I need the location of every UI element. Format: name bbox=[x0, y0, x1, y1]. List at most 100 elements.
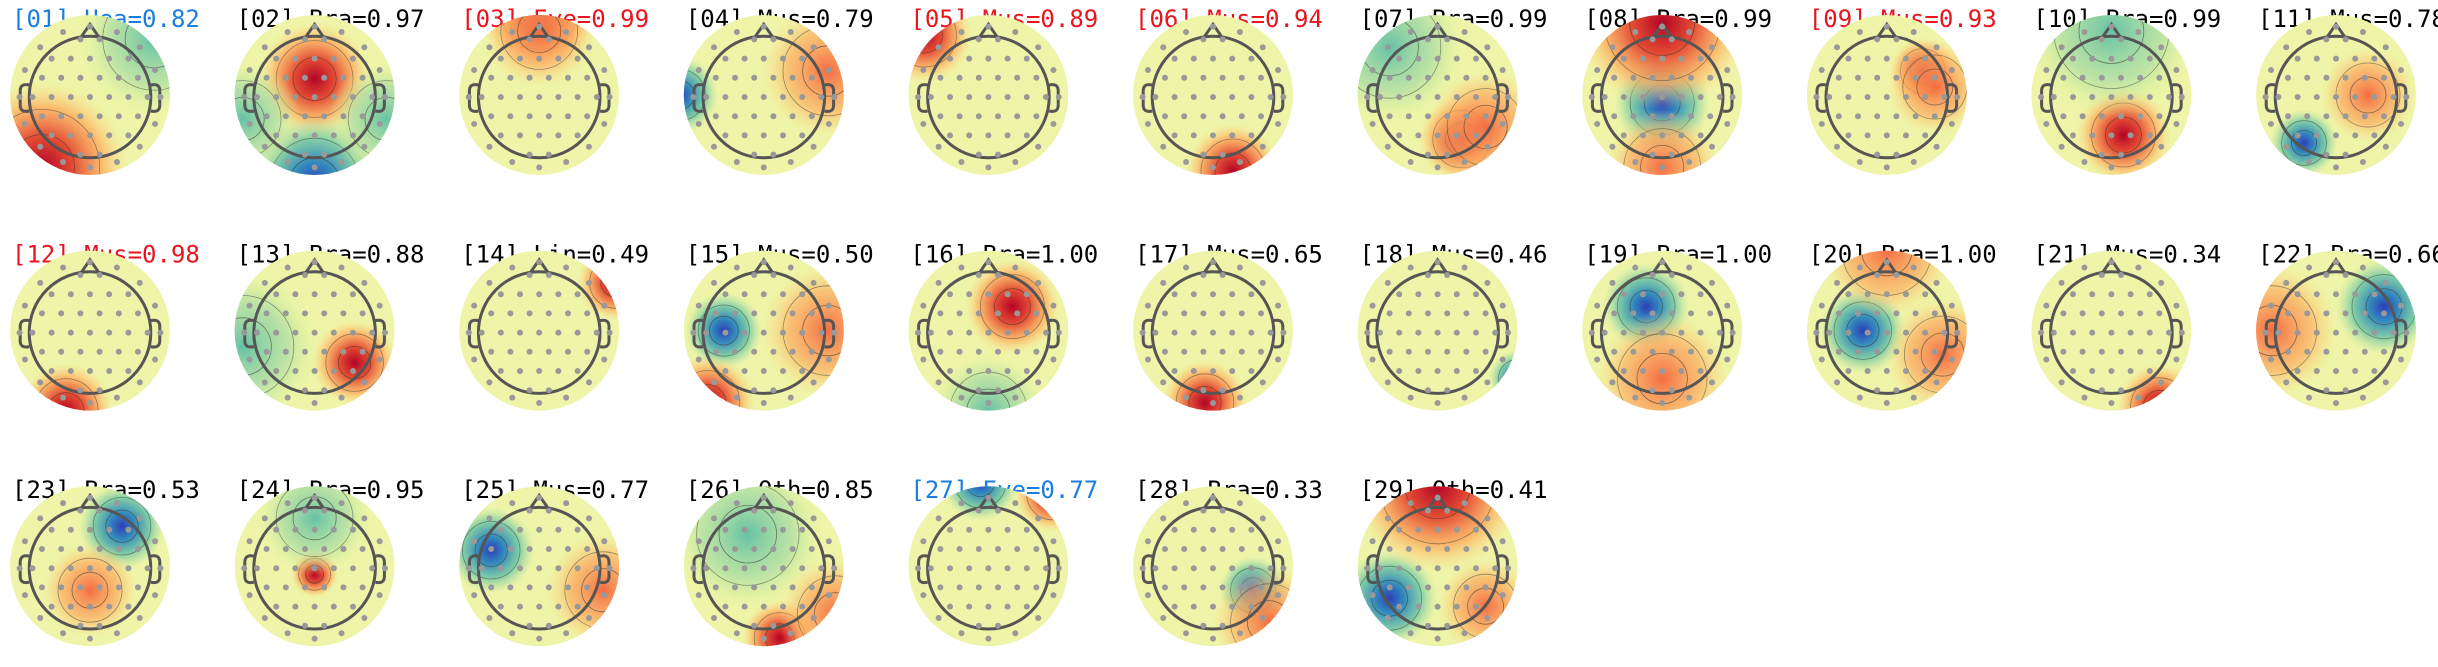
electrode bbox=[1948, 67, 1955, 74]
electrode bbox=[1910, 159, 1917, 166]
electrode bbox=[920, 538, 927, 545]
electrode bbox=[136, 515, 143, 522]
electrode bbox=[67, 368, 74, 374]
map-blob bbox=[683, 56, 719, 134]
electrode bbox=[780, 132, 786, 139]
electrode bbox=[330, 329, 337, 336]
head-outline bbox=[1150, 34, 1276, 160]
electrode bbox=[1910, 264, 1917, 271]
electrode bbox=[509, 159, 516, 166]
electrode bbox=[1668, 151, 1675, 158]
electrode bbox=[2352, 55, 2359, 62]
electrode bbox=[2158, 44, 2165, 51]
electrode bbox=[585, 143, 592, 150]
electrode bbox=[321, 546, 328, 552]
electrode bbox=[106, 94, 113, 100]
electrode bbox=[545, 272, 552, 278]
electrode bbox=[1425, 348, 1431, 355]
electrode bbox=[1219, 151, 1226, 158]
electrode bbox=[985, 94, 992, 100]
electrode bbox=[1668, 387, 1675, 394]
electrode bbox=[584, 348, 591, 355]
electrode bbox=[2323, 74, 2330, 81]
electrode bbox=[2333, 291, 2339, 298]
electrode bbox=[2382, 279, 2389, 286]
electrode bbox=[712, 74, 719, 81]
electrode bbox=[486, 515, 493, 522]
electrode bbox=[937, 348, 944, 355]
electrode bbox=[517, 132, 523, 139]
electrode bbox=[1461, 264, 1468, 271]
electrode bbox=[1453, 94, 1460, 100]
electrode bbox=[1183, 500, 1190, 507]
electrode bbox=[1259, 279, 1266, 286]
electrode bbox=[1160, 515, 1167, 522]
electrode bbox=[96, 272, 103, 278]
electrode bbox=[311, 635, 318, 642]
electrode bbox=[780, 368, 786, 374]
electrode bbox=[1912, 348, 1919, 355]
electrode bbox=[787, 500, 794, 507]
electrode bbox=[1160, 143, 1167, 150]
electrode bbox=[2342, 36, 2349, 43]
electrode bbox=[995, 584, 1001, 591]
electrode bbox=[574, 94, 581, 100]
electrode bbox=[284, 28, 291, 35]
electrode bbox=[536, 259, 543, 266]
electrode bbox=[1499, 120, 1506, 127]
electrode bbox=[787, 159, 794, 166]
electrode bbox=[1014, 113, 1021, 120]
electrode bbox=[1248, 329, 1255, 336]
contour bbox=[10, 109, 100, 175]
electrode bbox=[1425, 507, 1431, 514]
electrode bbox=[690, 329, 697, 336]
electrode bbox=[995, 507, 1001, 514]
electrode bbox=[1238, 113, 1245, 120]
electrode bbox=[1014, 348, 1021, 355]
electrode bbox=[1425, 584, 1431, 591]
electrode bbox=[2156, 113, 2163, 120]
contour bbox=[517, 15, 562, 54]
electrode bbox=[1659, 291, 1666, 298]
electrode bbox=[1630, 113, 1637, 120]
electrode bbox=[2173, 356, 2180, 363]
electrode bbox=[2043, 120, 2050, 127]
contour bbox=[2078, 15, 2145, 64]
electrode bbox=[1210, 291, 1216, 298]
electrode bbox=[488, 546, 495, 552]
electrode bbox=[1434, 526, 1441, 533]
electrode bbox=[2079, 74, 2086, 81]
electrode bbox=[1152, 565, 1159, 572]
topomap bbox=[1582, 15, 1743, 175]
electrode bbox=[2313, 368, 2320, 374]
electrode bbox=[2156, 74, 2163, 81]
electrode bbox=[1611, 74, 1618, 81]
electrode bbox=[292, 329, 299, 336]
electrode bbox=[808, 74, 815, 81]
electrode bbox=[526, 151, 533, 158]
electrode bbox=[985, 132, 992, 139]
electrode bbox=[780, 94, 786, 100]
electrode bbox=[60, 630, 67, 637]
electrode bbox=[751, 310, 758, 317]
component: [08] Bra=0.99 bbox=[1582, 5, 1772, 175]
electrode bbox=[486, 379, 493, 386]
electrode bbox=[359, 74, 366, 81]
electrode bbox=[1499, 538, 1506, 545]
electrode bbox=[915, 94, 921, 100]
electrode bbox=[1716, 94, 1723, 100]
electrode bbox=[1238, 546, 1245, 552]
electrode bbox=[1055, 329, 1062, 336]
electrode bbox=[1023, 55, 1030, 62]
electrode bbox=[1144, 67, 1151, 74]
electrode bbox=[741, 55, 748, 62]
electrode bbox=[1697, 132, 1704, 139]
component: [14] Lin=0.49 bbox=[459, 241, 649, 411]
electrode bbox=[282, 348, 289, 355]
component: [29] Oth=0.41 bbox=[1357, 476, 1547, 647]
electrode bbox=[563, 394, 570, 401]
electrode bbox=[517, 368, 523, 374]
contour bbox=[474, 533, 508, 567]
electrode bbox=[48, 94, 55, 100]
electrode bbox=[2283, 379, 2290, 386]
